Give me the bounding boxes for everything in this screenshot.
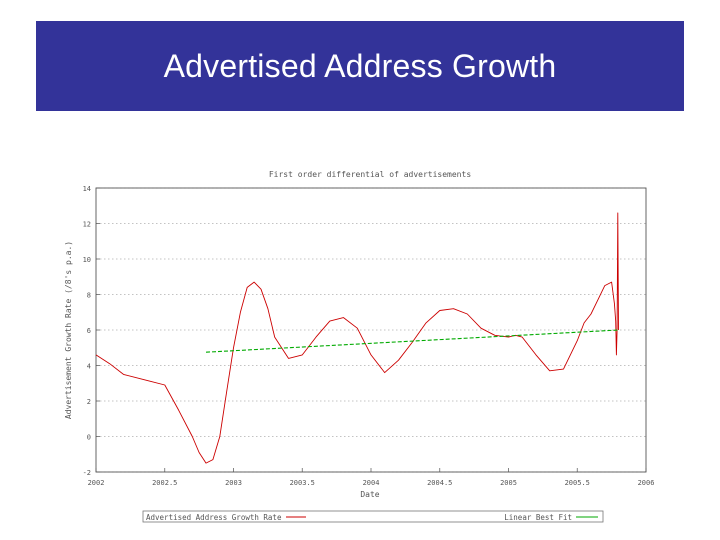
legend-label-growth-rate: Advertised Address Growth Rate [146,513,282,522]
series-line-best-fit [205,329,619,353]
x-tick-label: 2004 [363,479,380,487]
y-tick-label: 10 [83,256,91,264]
x-tick-label: 2005 [500,479,517,487]
chart-grid [95,187,647,473]
y-tick-label: 6 [87,327,91,335]
x-tick-label: 2002 [88,479,105,487]
y-axis-ticks: -2 0 2 4 6 8 10 12 14 [83,185,91,477]
x-tick-label: 2003.5 [290,479,315,487]
y-tick-label: 12 [83,221,91,229]
x-tick-label: 2006 [638,479,655,487]
slide-header: Advertised Address Growth [36,21,684,111]
plot-frame [95,187,647,473]
y-tick-label: 14 [83,185,91,193]
legend-label-best-fit: Linear Best Fit [504,513,572,522]
y-axis-label: Advertisement Growth Rate (/8's p.a.) [64,241,73,419]
x-axis-label: Date [360,490,379,499]
y-tick-label: 8 [87,292,91,300]
y-tick-label: 2 [87,398,91,406]
x-tick-label: 2003 [225,479,242,487]
plot-border [95,187,647,473]
x-axis-ticks: 2002 2002.5 2003 2003.5 2004 2004.5 2005 2005.5… [88,479,655,487]
y-tick-label: 4 [87,363,91,371]
y-tick-label: -2 [83,469,91,477]
x-tick-label: 2005.5 [565,479,590,487]
legend-box [142,510,604,523]
chart-legend: Advertised Address Growth Rate Linear Be… [142,510,604,523]
slide-title: Advertised Address Growth [163,47,557,84]
series-layer [95,212,619,464]
x-tick-label: 2002.5 [152,479,177,487]
series-line-growth-rate [95,212,619,464]
y-tick-label: 0 [87,434,91,442]
x-tick-label: 2004.5 [427,479,452,487]
chart-title: First order differential of advertisemen… [269,170,471,179]
